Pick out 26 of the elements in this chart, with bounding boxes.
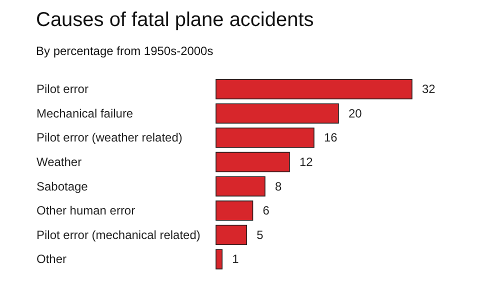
bar: [216, 249, 223, 270]
chart-title: Causes of fatal plane accidents: [36, 9, 314, 31]
bar: [216, 152, 290, 172]
bar: [216, 200, 254, 221]
data-label: 6: [262, 204, 270, 218]
y-tick-label: Sabotage: [36, 179, 88, 194]
chart-subtitle: By percentage from 1950s-2000s: [36, 44, 214, 58]
data-label: 1: [232, 252, 240, 266]
data-label: 20: [348, 106, 362, 120]
y-tick-label: Weather: [36, 155, 82, 170]
y-tick-label: Pilot error: [36, 82, 88, 96]
bar: [216, 128, 314, 148]
bar: [216, 103, 339, 124]
data-label: 32: [422, 82, 436, 96]
bar: [216, 79, 412, 100]
data-label: 5: [256, 228, 264, 242]
bar: [216, 176, 266, 196]
y-tick-label: Other human error: [36, 204, 136, 218]
y-tick-label: Pilot error (mechanical related): [36, 228, 200, 242]
data-label: 16: [324, 130, 338, 145]
y-tick-label: Mechanical failure: [36, 106, 134, 120]
y-tick-label: Pilot error (weather related): [36, 130, 182, 145]
data-label: 12: [300, 155, 314, 170]
data-label: 8: [275, 179, 282, 194]
bar: [216, 224, 248, 246]
y-tick-label: Other: [36, 252, 66, 266]
